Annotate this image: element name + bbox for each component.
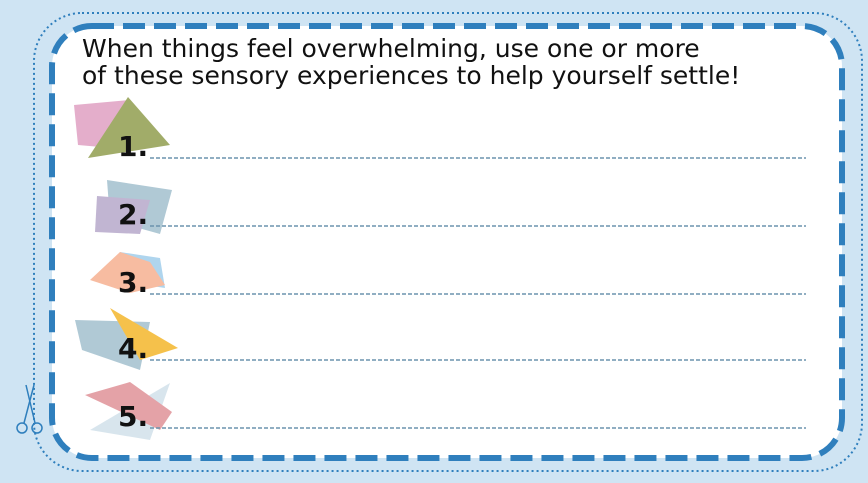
shapes [74,97,178,440]
item-number: 2. [118,198,148,231]
cut-line [33,12,863,472]
item-number: 3. [118,266,148,299]
heading-line-1: When things feel overwhelming, use one o… [82,34,700,63]
scissors-icon [16,384,43,434]
item-number: 4. [118,332,148,365]
item-number: 1. [118,130,148,163]
card-border [49,23,845,461]
heading-line-2: of these sensory experiences to help you… [82,61,740,90]
item-number: 5. [118,400,148,433]
